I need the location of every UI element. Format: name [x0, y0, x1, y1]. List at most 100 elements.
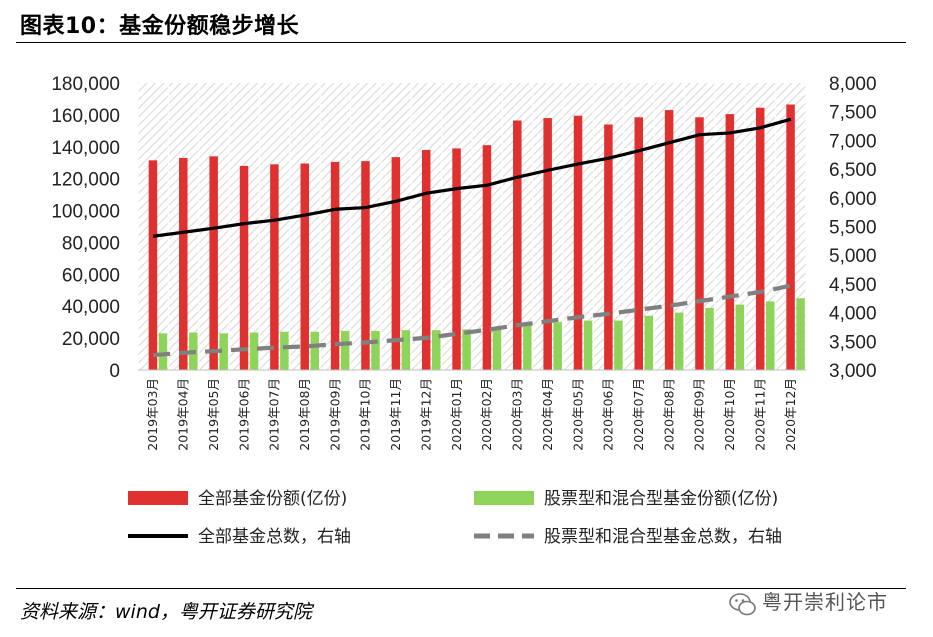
- x-tick-label: 2020年11月: [752, 378, 767, 451]
- x-tick-label: 2020年04月: [540, 378, 555, 451]
- legend-swatch: [474, 491, 534, 505]
- source-label: 资料来源：: [20, 601, 116, 623]
- bar-all-funds-shares: [755, 107, 765, 370]
- chart: 0 20,000 40,000 60,000 80,000 100,000 120,000 1…: [51, 74, 877, 547]
- bar-equity-mixed-shares: [462, 329, 471, 370]
- x-tick-label: 2019年04月: [176, 378, 191, 451]
- y-left-tick-label: 140,000: [51, 138, 120, 159]
- x-tick-label: 2020年08月: [661, 378, 676, 451]
- bar-equity-mixed-shares: [249, 332, 259, 370]
- bar-all-funds-shares: [695, 117, 704, 371]
- line-equity-mixed-count: [153, 283, 792, 358]
- y-left-tick-label: 80,000: [62, 233, 120, 254]
- bar-equity-mixed-shares: [705, 307, 714, 370]
- bar-all-funds-shares: [421, 149, 431, 370]
- bar-all-funds-shares: [361, 161, 370, 370]
- x-tick-label: 2020年03月: [510, 378, 525, 451]
- line-all-funds-count: [152, 117, 792, 238]
- bar-all-funds-shares: [482, 145, 492, 370]
- bar-all-funds-shares: [179, 157, 188, 370]
- legend-label: 全部基金总数，右轴: [198, 527, 351, 547]
- y-right-tick-label: 5,500: [829, 218, 877, 239]
- bar-all-funds-shares: [209, 156, 218, 370]
- x-tick-label: 2019年06月: [236, 378, 251, 451]
- y-right-tick-label: 6,500: [829, 160, 877, 181]
- bar-all-funds-shares: [148, 160, 158, 370]
- watermark-text: 粤开崇利论市: [762, 590, 888, 614]
- bar-equity-mixed-shares: [735, 304, 745, 370]
- x-tick-label: 2020年02月: [479, 378, 494, 451]
- x-tick-label: 2019年07月: [267, 378, 282, 451]
- bar-all-funds-shares: [239, 165, 249, 370]
- bar-all-funds-shares: [786, 104, 795, 371]
- y-left-tick-label: 120,000: [51, 170, 120, 191]
- legend-label: 全部基金份额(亿份): [198, 489, 347, 509]
- bar-equity-mixed-shares: [614, 320, 623, 370]
- bar-equity-mixed-shares: [796, 298, 805, 370]
- bar-equity-mixed-shares: [492, 328, 502, 370]
- y-right-tick-label: 4,000: [829, 304, 877, 325]
- y-right-tick-label: 4,500: [829, 275, 877, 296]
- y-left-tick-label: 60,000: [62, 265, 120, 286]
- bar-all-funds-shares: [573, 115, 583, 370]
- bar-all-funds-shares: [725, 114, 735, 370]
- bar-equity-mixed-shares: [523, 325, 532, 370]
- x-tick-label: 2020年12月: [783, 378, 798, 451]
- legend-label: 股票型和混合型基金总数，右轴: [544, 527, 782, 547]
- bar-all-funds-shares: [270, 164, 279, 370]
- bar-equity-mixed-shares: [310, 331, 319, 370]
- y-right-tick-label: 7,500: [829, 103, 877, 124]
- x-tick-label: 2020年06月: [601, 378, 616, 451]
- bar-equity-mixed-shares: [553, 322, 562, 370]
- top-rule: [16, 42, 906, 43]
- x-tick-label: 2020年10月: [722, 378, 737, 451]
- bar-equity-mixed-shares: [431, 330, 441, 370]
- x-tick-label: 2020年05月: [570, 378, 585, 451]
- bottom-rule: [16, 588, 906, 589]
- bar-equity-mixed-shares: [401, 330, 411, 370]
- x-tick-label: 2019年03月: [145, 378, 160, 451]
- y-left-tick-label: 40,000: [62, 297, 120, 318]
- x-tick-label: 2019年05月: [206, 378, 221, 451]
- bar-equity-mixed-shares: [340, 330, 350, 370]
- wechat-icon: [729, 593, 756, 616]
- x-tick-label: 2019年11月: [388, 378, 403, 451]
- x-tick-label: 2019年12月: [418, 378, 433, 451]
- bar-all-funds-shares: [634, 117, 643, 371]
- y-right-tick-label: 3,500: [829, 332, 877, 353]
- bar-all-funds-shares: [513, 120, 522, 370]
- y-right-tick-label: 5,000: [829, 246, 877, 267]
- y-right-tick-label: 3,000: [829, 361, 877, 382]
- y-right-tick-label: 6,000: [829, 189, 877, 210]
- bar-equity-mixed-shares: [644, 315, 653, 370]
- bar-all-funds-shares: [391, 157, 401, 370]
- bar-equity-mixed-shares: [371, 330, 380, 370]
- watermark: 粤开崇利论市: [728, 584, 918, 620]
- bar-all-funds-shares: [664, 110, 674, 370]
- y-left-tick-label: 180,000: [51, 74, 120, 95]
- x-tick-label: 2019年09月: [327, 378, 342, 451]
- y-right-tick-label: 8,000: [829, 74, 877, 95]
- legend-label: 股票型和混合型基金份额(亿份): [544, 489, 778, 509]
- x-tick-label: 2020年01月: [449, 378, 464, 451]
- legend-swatch: [128, 491, 188, 505]
- y-left-tick-label: 160,000: [51, 106, 120, 127]
- x-tick-label: 2019年10月: [358, 378, 373, 451]
- x-tick-label: 2019年08月: [297, 378, 312, 451]
- y-right-tick-label: 7,000: [829, 131, 877, 152]
- bar-equity-mixed-shares: [219, 333, 228, 370]
- bar-equity-mixed-shares: [158, 333, 168, 370]
- bar-equity-mixed-shares: [765, 301, 775, 370]
- y-left-tick-label: 20,000: [62, 329, 120, 350]
- bar-equity-mixed-shares: [583, 320, 593, 370]
- bar-all-funds-shares: [300, 163, 309, 370]
- bar-equity-mixed-shares: [280, 331, 289, 370]
- bar-all-funds-shares: [543, 118, 552, 370]
- source-value: wind，粤开证券研究院: [115, 601, 312, 623]
- source-note: 资料来源：wind，粤开证券研究院: [20, 597, 312, 624]
- bar-all-funds-shares: [452, 148, 461, 370]
- bar-all-funds-shares: [330, 161, 340, 370]
- bar-equity-mixed-shares: [674, 312, 684, 370]
- figure-title: 图表10：基金份额稳步增长: [20, 14, 300, 39]
- bar-all-funds-shares: [604, 124, 613, 370]
